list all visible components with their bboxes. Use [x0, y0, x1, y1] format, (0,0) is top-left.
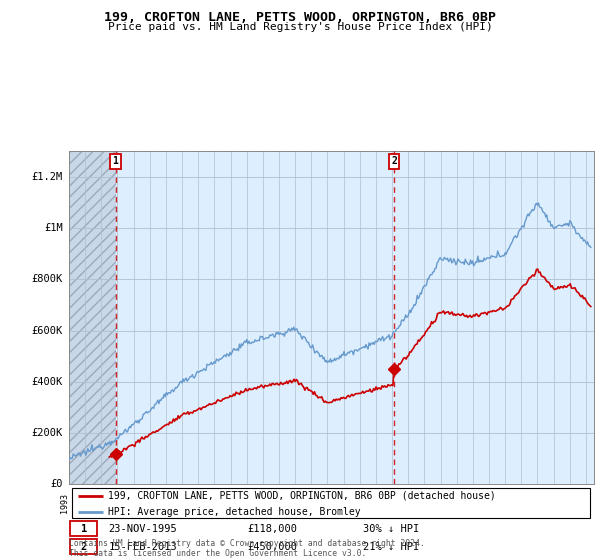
Text: 21% ↓ HPI: 21% ↓ HPI: [363, 542, 419, 552]
Text: 1993: 1993: [60, 493, 69, 513]
FancyBboxPatch shape: [71, 488, 590, 519]
Text: 2015: 2015: [415, 493, 424, 513]
Text: 23-NOV-1995: 23-NOV-1995: [109, 524, 177, 534]
Text: Price paid vs. HM Land Registry's House Price Index (HPI): Price paid vs. HM Land Registry's House …: [107, 22, 493, 32]
Text: 199, CROFTON LANE, PETTS WOOD, ORPINGTON, BR6 0BP: 199, CROFTON LANE, PETTS WOOD, ORPINGTON…: [104, 11, 496, 24]
Text: 2012: 2012: [367, 493, 376, 513]
Text: 2013: 2013: [383, 493, 392, 513]
Text: HPI: Average price, detached house, Bromley: HPI: Average price, detached house, Brom…: [109, 507, 361, 516]
Text: 2023: 2023: [545, 493, 554, 513]
Text: 2019: 2019: [480, 493, 489, 513]
Text: 1997: 1997: [125, 493, 134, 513]
Text: 1996: 1996: [109, 493, 118, 513]
Text: 2: 2: [391, 156, 397, 166]
Text: 2018: 2018: [464, 493, 473, 513]
Text: 15-FEB-2013: 15-FEB-2013: [109, 542, 177, 552]
Text: 2025: 2025: [577, 493, 586, 513]
Bar: [69, 151, 116, 484]
Text: £450,000: £450,000: [248, 542, 298, 552]
Text: £118,000: £118,000: [248, 524, 298, 534]
Text: £600K: £600K: [31, 325, 63, 335]
Text: 2014: 2014: [399, 493, 408, 513]
Text: 1998: 1998: [141, 493, 150, 513]
Text: 2000: 2000: [173, 493, 182, 513]
FancyBboxPatch shape: [70, 539, 97, 554]
Text: 2016: 2016: [431, 493, 440, 513]
Text: 2006: 2006: [270, 493, 279, 513]
Text: 2003: 2003: [221, 493, 230, 513]
Text: £0: £0: [50, 479, 63, 489]
Text: 1: 1: [80, 524, 87, 534]
Text: 2017: 2017: [448, 493, 457, 513]
Text: 2010: 2010: [335, 493, 344, 513]
Text: 2008: 2008: [302, 493, 311, 513]
Text: £400K: £400K: [31, 377, 63, 387]
Text: 2007: 2007: [286, 493, 295, 513]
Text: 2022: 2022: [529, 493, 538, 513]
Text: 2002: 2002: [205, 493, 214, 513]
Text: 2005: 2005: [254, 493, 263, 513]
Text: 2024: 2024: [561, 493, 570, 513]
FancyBboxPatch shape: [70, 521, 97, 536]
Text: Contains HM Land Registry data © Crown copyright and database right 2024.
This d: Contains HM Land Registry data © Crown c…: [69, 539, 425, 558]
Text: 1: 1: [113, 156, 118, 166]
Text: 1994: 1994: [76, 493, 85, 513]
Text: 2021: 2021: [512, 493, 521, 513]
Text: £1.2M: £1.2M: [31, 172, 63, 182]
Text: 2001: 2001: [189, 493, 198, 513]
Text: 2020: 2020: [496, 493, 505, 513]
Text: 2: 2: [80, 542, 87, 552]
Text: £800K: £800K: [31, 274, 63, 284]
Text: 1999: 1999: [157, 493, 166, 513]
Text: 2011: 2011: [351, 493, 360, 513]
Text: 1995: 1995: [92, 493, 101, 513]
Text: 2009: 2009: [319, 493, 328, 513]
Text: 2004: 2004: [238, 493, 247, 513]
Text: 30% ↓ HPI: 30% ↓ HPI: [363, 524, 419, 534]
Text: £200K: £200K: [31, 428, 63, 438]
Text: £1M: £1M: [44, 223, 63, 233]
Text: 199, CROFTON LANE, PETTS WOOD, ORPINGTON, BR6 0BP (detached house): 199, CROFTON LANE, PETTS WOOD, ORPINGTON…: [109, 491, 496, 501]
